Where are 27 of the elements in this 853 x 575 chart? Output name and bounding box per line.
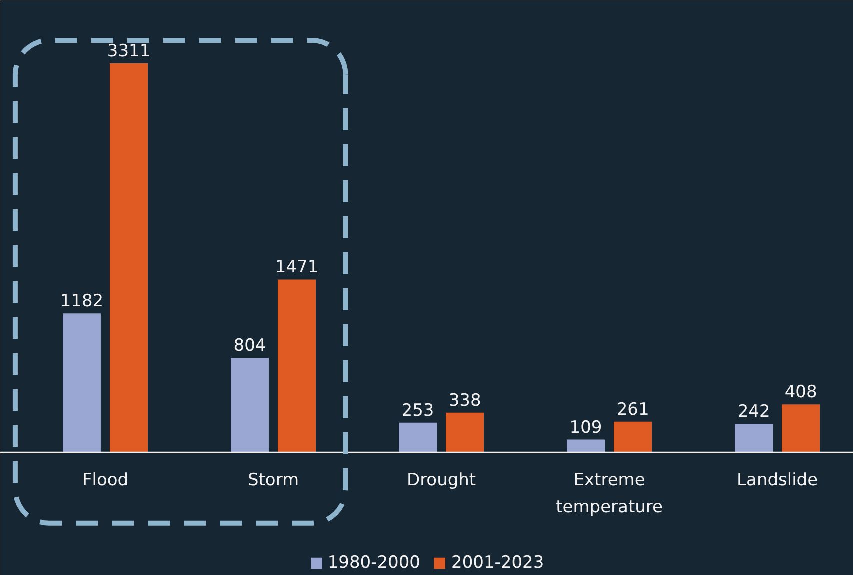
x-tick-label: Extreme temperature — [556, 470, 663, 518]
data-label: 261 — [616, 400, 650, 420]
data-label: 253 — [402, 400, 434, 421]
data-label: 1182 — [60, 292, 104, 312]
data-label: 804 — [234, 336, 266, 356]
bar — [567, 440, 606, 453]
bar — [614, 422, 652, 453]
legend-label: 2001-2023 — [452, 553, 544, 573]
bar — [110, 64, 148, 453]
data-label: 109 — [570, 418, 602, 438]
data-label: 1471 — [275, 258, 319, 278]
x-tick-label: Storm — [248, 470, 300, 491]
bar — [782, 404, 820, 453]
x-tick-label: Drought — [406, 470, 476, 491]
legend-label: 1980-2000 — [328, 553, 420, 573]
bar — [399, 422, 437, 453]
data-label: 338 — [448, 390, 482, 411]
bar — [63, 314, 101, 453]
bar — [735, 424, 774, 453]
x-tick-label: Landslide — [737, 470, 818, 491]
data-label: 242 — [738, 402, 770, 422]
bar — [278, 280, 316, 453]
data-label: 3311 — [107, 42, 151, 62]
x-tick-label: Flood — [82, 470, 129, 491]
bar — [446, 412, 484, 453]
bar — [231, 358, 269, 453]
data-label: 408 — [784, 382, 818, 403]
